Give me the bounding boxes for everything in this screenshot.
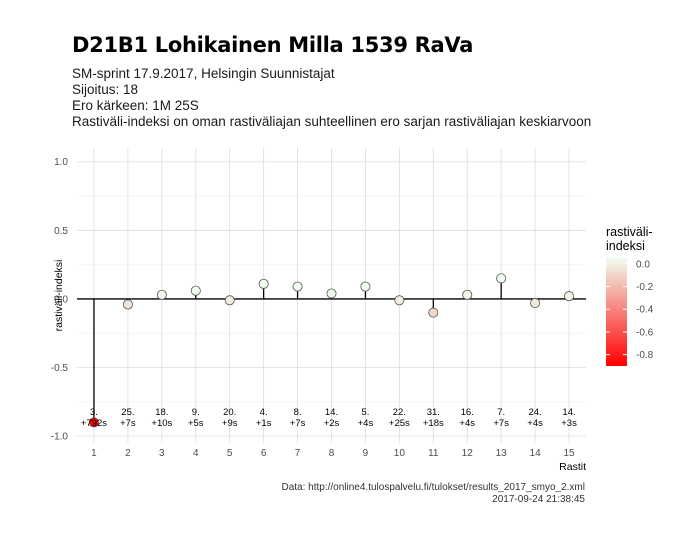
data-point <box>564 291 575 302</box>
annotation-diff: +7s <box>120 418 136 429</box>
x-tick-label: 10 <box>394 448 406 459</box>
y-tick-label: 1.0 <box>54 157 68 168</box>
x-tick-label: 3 <box>159 448 165 459</box>
legend-tick-label: -0.2 <box>636 282 654 293</box>
annotation-place: 14. <box>562 407 575 418</box>
annotation-diff: +9s <box>222 418 238 429</box>
annotation-diff: +1s <box>256 418 272 429</box>
annotation-place: 31. <box>427 407 440 418</box>
data-point <box>394 295 405 306</box>
data-point <box>190 285 201 296</box>
annotation-place: 24. <box>528 407 541 418</box>
data-point <box>360 281 371 292</box>
x-tick-label: 12 <box>462 448 474 459</box>
data-point <box>258 278 269 289</box>
x-tick-label: 9 <box>363 448 369 459</box>
annotation-place: 25. <box>121 407 134 418</box>
data-point <box>462 289 473 300</box>
annotation-diff: +4s <box>527 418 543 429</box>
data-point <box>496 273 507 284</box>
annotation-place: 3. <box>90 407 98 418</box>
y-tick-label: -0.5 <box>51 363 69 374</box>
data-point <box>122 299 133 310</box>
annotation-diff: +10s <box>151 418 172 429</box>
legend-title-line1: rastiväli- <box>606 225 653 239</box>
annotation-place: 22. <box>393 407 406 418</box>
x-tick-label: 1 <box>91 448 97 459</box>
legend-tick-label: 0.0 <box>636 259 650 270</box>
legend-tick-label: -0.4 <box>636 305 654 316</box>
legend-tick-label: -0.8 <box>636 350 654 361</box>
data-point <box>428 307 439 318</box>
annotation-diff: +5s <box>188 418 204 429</box>
x-tick-label: 11 <box>428 448 439 459</box>
x-tick-label: 14 <box>530 448 542 459</box>
y-axis-title: rastiväli-indeksi <box>53 260 65 332</box>
data-point <box>224 295 235 306</box>
data-source-caption: Data: http://online4.tulospalvelu.fi/tul… <box>281 482 585 493</box>
annotation-place: 9. <box>192 407 200 418</box>
x-tick-label: 8 <box>329 448 335 459</box>
annotation-diff: +7s <box>290 418 306 429</box>
x-tick-label: 15 <box>563 448 575 459</box>
legend-colorbar <box>606 257 627 366</box>
annotation-diff: +18s <box>423 418 444 429</box>
annotation-diff: +4s <box>459 418 475 429</box>
annotation-place: 4. <box>260 407 268 418</box>
annotation-place: 7. <box>497 407 505 418</box>
x-tick-label: 13 <box>496 448 508 459</box>
annotation-place: 14. <box>325 407 338 418</box>
annotation-place: 16. <box>461 407 474 418</box>
legend-title-line2: indeksi <box>606 239 645 253</box>
x-tick-label: 6 <box>261 448 267 459</box>
chart-title: D21B1 Lohikainen Milla 1539 RaVa <box>72 33 474 57</box>
subtitle-gap: Ero kärkeen: 1M 25S <box>72 98 199 113</box>
y-tick-label: 0.0 <box>54 294 68 305</box>
data-point <box>292 281 303 292</box>
x-tick-label: 4 <box>193 448 199 459</box>
annotation-diff: +2s <box>324 418 340 429</box>
grid-lines <box>77 148 586 443</box>
data-point <box>326 288 337 299</box>
annotation-diff: +792s <box>81 418 107 429</box>
data-point <box>88 417 99 428</box>
subtitle-description: Rastiväli-indeksi on oman rastiväliajan … <box>72 114 592 129</box>
data-point <box>156 289 167 300</box>
annotation-place: 18. <box>155 407 168 418</box>
subtitle-event: SM-sprint 17.9.2017, Helsingin Suunnista… <box>72 66 335 81</box>
y-tick-label: -1.0 <box>51 432 69 443</box>
x-tick-label: 7 <box>295 448 301 459</box>
annotation-place: 8. <box>294 407 302 418</box>
x-axis-title: Rastit <box>559 461 586 473</box>
annotation-place: 5. <box>361 407 369 418</box>
color-legend: rastiväli-indeksi 0.0 -0.2 -0.4 -0.6 -0.8 <box>606 225 654 366</box>
annotation-diff: +4s <box>358 418 374 429</box>
data-point <box>530 298 541 309</box>
subtitle-placing: Sijoitus: 18 <box>72 82 139 97</box>
x-tick-label: 2 <box>125 448 131 459</box>
timestamp-caption: 2017-09-24 21:38:45 <box>492 494 585 505</box>
annotation-diff: +7s <box>493 418 509 429</box>
annotation-diff: +25s <box>389 418 410 429</box>
data-points <box>88 273 575 428</box>
y-tick-label: 0.5 <box>54 226 68 237</box>
legend-tick-label: -0.6 <box>636 327 654 338</box>
annotation-place: 20. <box>223 407 236 418</box>
x-tick-label: 5 <box>227 448 233 459</box>
annotation-diff: +3s <box>561 418 577 429</box>
annotations: 3.+792s25.+7s18.+10s9.+5s20.+9s4.+1s8.+7… <box>81 407 577 429</box>
